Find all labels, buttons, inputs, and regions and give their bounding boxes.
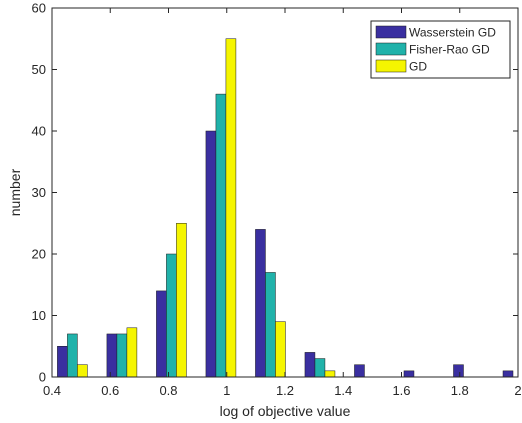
bar-gd-3 (225, 38, 237, 378)
x-tick-label: 0.4 (43, 383, 61, 398)
bar-fisher-rao-gd-1 (116, 333, 128, 378)
bar-fisher-rao-gd-2 (166, 253, 177, 378)
bar-wasserstein-gd-3 (205, 130, 217, 378)
bars-layer (57, 38, 514, 378)
bar-gd-4 (275, 321, 286, 378)
x-tick-label: 1.2 (276, 383, 294, 398)
bar-wasserstein-gd-2 (156, 290, 167, 378)
x-tick-label: 1.4 (334, 383, 352, 398)
y-tick-label: 0 (39, 370, 46, 385)
x-axis-label: log of objective value (220, 403, 351, 419)
y-tick-label: 50 (32, 62, 46, 77)
bar-wasserstein-gd-9 (502, 370, 514, 378)
y-tick-label: 40 (32, 124, 46, 139)
bar-wasserstein-gd-4 (255, 229, 266, 378)
bar-wasserstein-gd-1 (106, 333, 118, 378)
y-tick-label: 10 (32, 308, 46, 323)
legend: Wasserstein GD Fisher-Rao GD GD (370, 20, 511, 79)
bar-fisher-rao-gd-4 (265, 272, 276, 378)
y-axis-label: number (7, 168, 23, 216)
bar-fisher-rao-gd-0 (67, 333, 78, 378)
legend-entry-label: GD (409, 60, 427, 74)
bar-wasserstein-gd-8 (453, 364, 464, 378)
bar-wasserstein-gd-7 (403, 370, 415, 378)
x-tick-label: 1 (223, 383, 230, 398)
x-tick-label: 0.6 (101, 383, 119, 398)
y-tick-label: 20 (32, 247, 46, 262)
legend-entry-label: Fisher-Rao GD (409, 43, 490, 57)
bar-fisher-rao-gd-5 (314, 358, 326, 378)
y-tick-label: 30 (32, 185, 46, 200)
legend-swatch (375, 42, 407, 56)
y-tick-label: 60 (32, 1, 46, 16)
bar-gd-0 (77, 364, 88, 378)
bar-gd-1 (126, 327, 138, 378)
bar-wasserstein-gd-0 (57, 346, 68, 378)
x-tick-label: 1.6 (392, 383, 410, 398)
x-tick-label: 2 (514, 383, 521, 398)
bar-gd-5 (324, 370, 336, 378)
bar-fisher-rao-gd-3 (215, 93, 227, 378)
legend-entry-label: Wasserstein GD (409, 26, 496, 40)
legend-swatch (375, 59, 407, 73)
legend-swatch (375, 25, 407, 39)
bar-wasserstein-gd-5 (304, 352, 316, 378)
x-tick-label: 0.8 (159, 383, 177, 398)
x-tick-label: 1.8 (451, 383, 469, 398)
bar-gd-2 (176, 223, 187, 378)
bar-wasserstein-gd-6 (354, 364, 365, 378)
